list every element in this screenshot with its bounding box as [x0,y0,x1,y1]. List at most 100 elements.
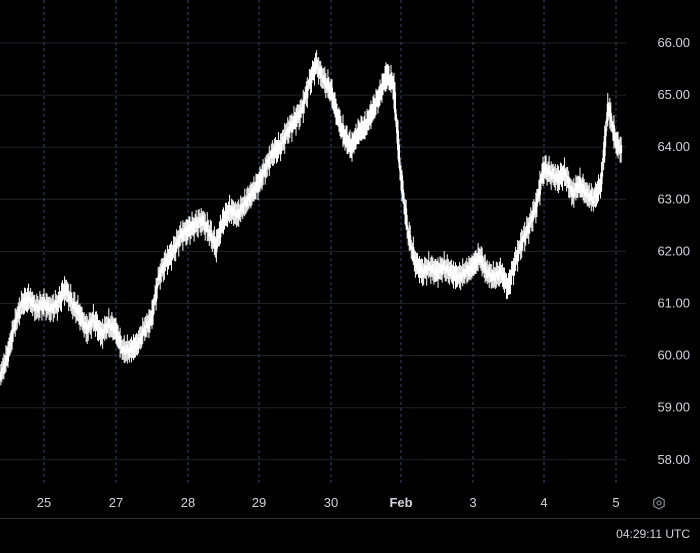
candle-body [252,186,255,198]
candle-body [418,266,421,274]
candle-body [253,188,256,190]
candle-body [13,325,16,327]
x-tick-label: 27 [109,495,123,510]
candle-body [527,222,530,234]
candle-body [366,118,368,131]
candle-body [411,251,414,253]
candle-body [332,99,334,101]
candle-body [481,255,484,267]
candle-body [203,221,206,226]
y-tick-label: 58.00 [657,452,690,467]
candle-body [7,348,9,362]
candle-body [554,174,557,183]
candle-body [613,136,616,142]
candle-body [262,169,265,176]
candle-body [51,305,54,309]
candle-body [606,103,609,121]
candle-body [20,300,23,307]
candle-body [89,322,92,325]
candle-body [248,193,251,202]
candle-body [144,326,147,328]
candle-body [238,209,241,215]
candle-body [250,188,253,196]
candle-body [295,115,298,126]
candle-body [302,100,305,114]
candle-body [503,272,506,285]
candle-body [120,346,123,348]
candle-body [404,204,407,215]
candle-body [352,142,354,147]
candle-body [283,133,286,144]
candle-body [162,263,165,274]
candle-body [432,268,435,275]
candle-body [531,211,534,222]
candle-body [467,266,470,276]
candle-body [522,235,525,238]
candle-body [571,190,574,195]
candle-body [227,210,230,215]
candle-body [339,119,341,126]
candle-body [171,249,174,253]
candle-body [46,303,49,308]
candle-body [17,312,20,316]
candle-body [110,322,113,330]
candle-body [483,265,486,271]
candle-body [304,93,307,99]
candle-body [500,271,503,276]
candle-body [122,347,125,353]
candle-body [466,269,469,273]
candle-body [326,79,329,90]
candle-body [239,204,242,212]
candle-body [298,111,301,120]
candle-body [246,196,249,201]
candle-body [319,66,322,78]
candle-body [590,190,593,201]
candle-body [616,141,619,146]
candle-body [163,262,166,270]
candle-body [32,304,35,307]
candle-body [575,186,578,188]
candle-body [102,329,105,334]
candle-body [390,73,392,85]
candle-body [593,195,596,199]
candle-body [287,127,290,134]
candle-body [488,267,491,278]
candle-body [375,98,377,105]
x-tick-label: 28 [181,495,195,510]
settings-icon[interactable] [652,496,666,510]
x-tick-label: 5 [612,495,619,510]
candle-body [406,225,409,230]
candle-body [288,122,291,131]
candle-body [315,57,318,70]
candle-body [50,303,53,311]
candle-body [605,119,608,123]
candle-body [557,175,560,183]
candle-body [284,132,287,136]
candle-body [449,271,452,274]
candle-body [309,76,312,86]
candle-body [52,303,55,314]
candle-body [160,269,163,273]
candle-body [58,295,61,302]
candle-body [180,234,183,236]
candle-body [97,328,100,332]
candle-body [453,273,456,276]
candle-body [524,231,527,236]
candle-body [258,180,260,183]
candle-body [4,355,7,362]
candle-body [367,120,369,122]
candle-body [555,173,558,180]
candle-body [307,85,310,87]
candle-body [273,146,276,154]
candle-body [533,206,536,210]
candle-body [566,177,569,184]
candle-body [473,260,476,267]
candle-body [107,318,110,329]
candle-body [534,201,537,213]
candle-body [126,344,129,354]
candle-body [518,244,521,250]
candle-body [400,175,402,181]
candle-body [565,176,568,183]
